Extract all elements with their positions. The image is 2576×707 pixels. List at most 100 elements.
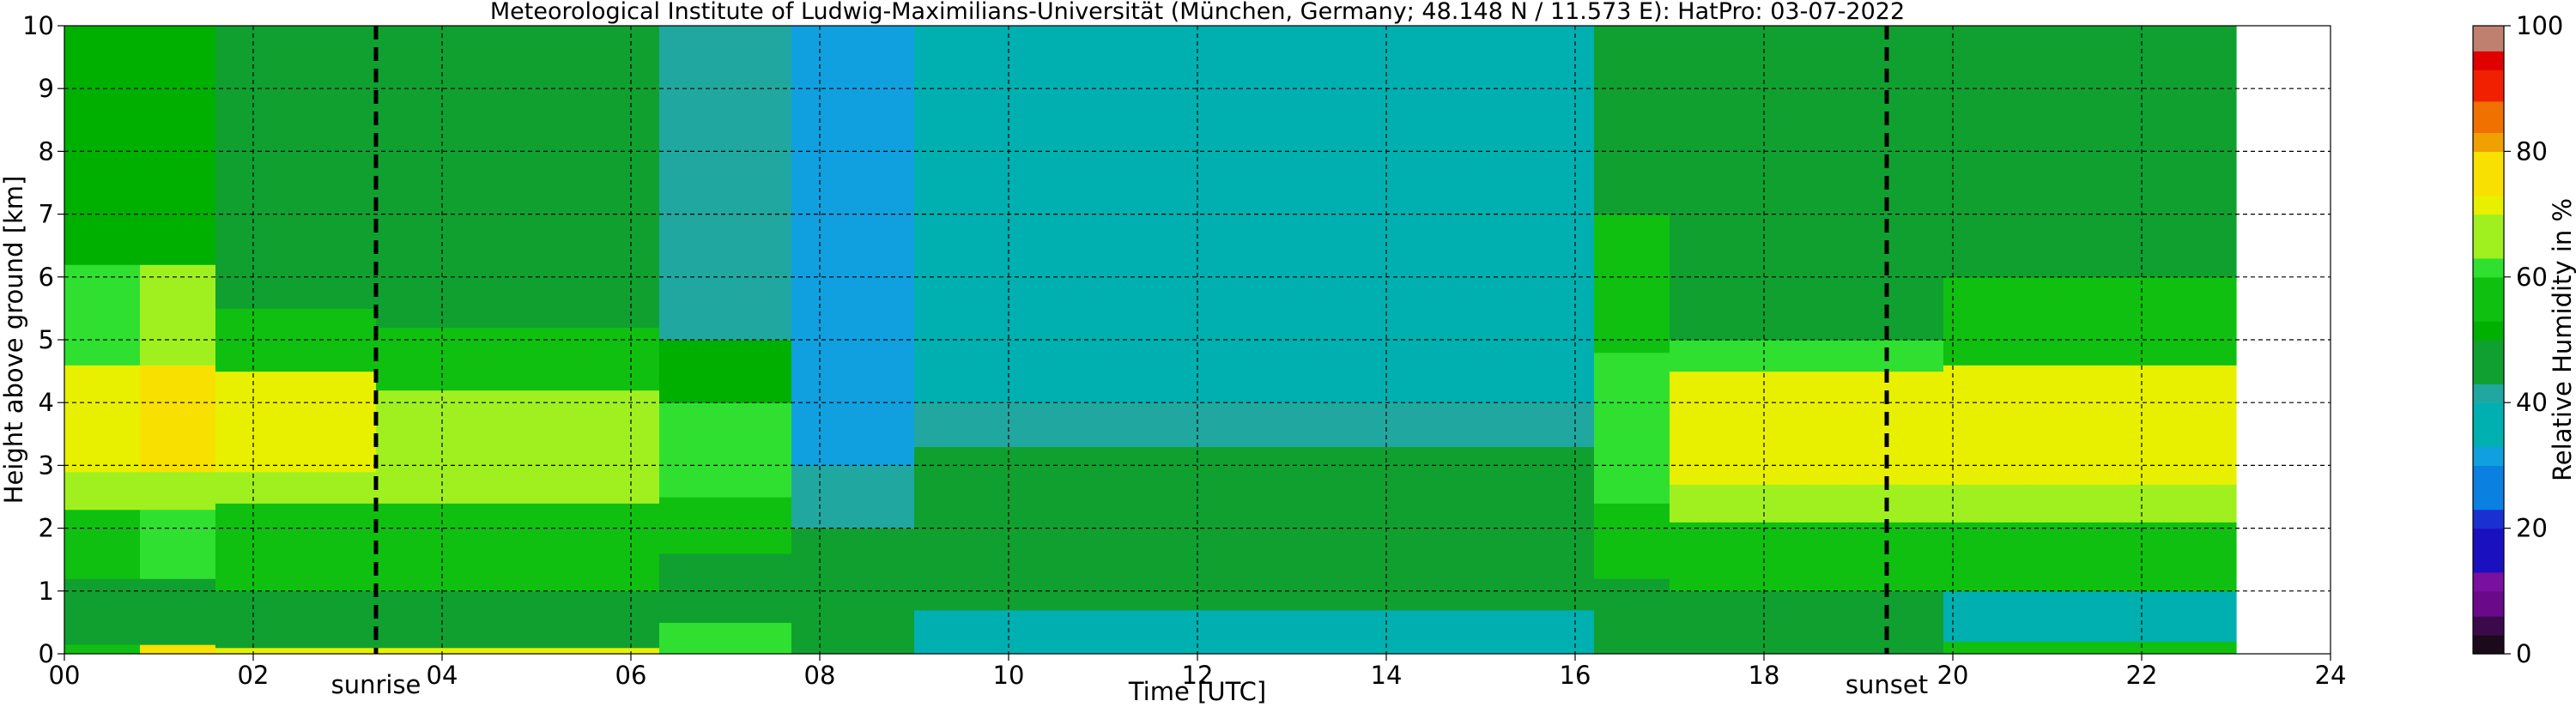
humidity-cell (64, 26, 141, 265)
humidity-cell (1943, 522, 2237, 592)
y-tick-label: 7 (39, 200, 54, 229)
humidity-cell (140, 264, 216, 366)
colorbar-frame (2472, 25, 2505, 655)
humidity-cell (914, 402, 1595, 448)
colorbar-segment (2473, 195, 2504, 215)
colorbar-segment (2473, 635, 2504, 655)
x-tick-label: 24 (2315, 661, 2347, 690)
humidity-cell (140, 509, 216, 579)
colorbar-segment (2473, 26, 2504, 51)
colorbar-segment (2473, 384, 2504, 403)
y-tick-label: 3 (39, 450, 54, 480)
colorbar-segment (2473, 214, 2504, 259)
humidity-cell (215, 647, 377, 654)
y-tick-label: 4 (39, 388, 54, 417)
humidity-cell (64, 365, 141, 473)
humidity-cell (376, 647, 660, 654)
chart-title: Meteorological Institute of Ludwig-Maxim… (490, 0, 1905, 25)
humidity-cell (659, 497, 792, 554)
y-tick-label: 9 (39, 74, 54, 103)
x-axis-label: Time [UTC] (1128, 677, 1266, 706)
humidity-cell (1670, 26, 1944, 341)
humidity-cell (140, 471, 216, 511)
humidity-cell (1670, 484, 1944, 523)
humidity-cell (791, 465, 915, 529)
humidity-cell (376, 590, 660, 649)
humidity-cell (215, 371, 377, 473)
x-tick-label: 00 (49, 661, 81, 690)
colorbar-tick-label: 100 (2516, 11, 2563, 40)
humidity-cell (140, 365, 216, 473)
humidity-cell (376, 503, 660, 592)
humidity-cell (64, 644, 141, 654)
colorbar-label: Relative Humidity in % (2548, 198, 2576, 481)
colorbar-tick-label: 0 (2516, 639, 2531, 668)
humidity-cell (215, 590, 377, 649)
colorbar-segment (2473, 276, 2504, 322)
y-axis-label: Height above ground [km] (0, 176, 28, 505)
humidity-cell (215, 471, 377, 504)
colorbar-segment (2473, 69, 2504, 102)
humidity-cell (1594, 26, 1670, 215)
humidity-cell (64, 578, 141, 645)
humidity-cell (791, 628, 915, 654)
humidity-cell (215, 26, 377, 309)
grid-lines (64, 26, 2331, 654)
humidity-cell (140, 644, 216, 654)
colorbar-segment (2473, 321, 2504, 341)
humidity-cell (1594, 352, 1670, 504)
x-tick-label: 10 (993, 661, 1025, 690)
x-tick-label: 18 (1749, 661, 1780, 690)
colorbar-tick-label: 40 (2516, 388, 2548, 417)
humidity-cell (914, 609, 1595, 654)
colorbar-segment (2473, 51, 2504, 70)
y-tick-label: 1 (39, 577, 54, 606)
y-tick-label: 8 (39, 136, 54, 166)
colorbar-segment (2473, 257, 2504, 278)
x-axis-ticks: 00 02 04 06 08 10 12 14 16 18 20 22 24 (49, 654, 2347, 690)
humidity-cell (1943, 484, 2237, 523)
colorbar-tick-label: 60 (2516, 263, 2548, 292)
humidity-cell (64, 264, 141, 366)
colorbar-segment (2473, 590, 2504, 617)
colorbar-segment (2473, 402, 2504, 448)
y-tick-label: 10 (22, 11, 54, 40)
colorbar-segment (2473, 616, 2504, 636)
colorbar-segments (2473, 26, 2504, 655)
x-tick-label: 06 (615, 661, 647, 690)
colorbar-segment (2473, 151, 2504, 196)
humidity-cell (1594, 578, 1670, 636)
humidity-cell (64, 509, 141, 579)
x-tick-label: 02 (238, 661, 270, 690)
humidity-cell (140, 26, 216, 265)
y-tick-label: 2 (39, 514, 54, 543)
x-tick-label: 22 (2126, 661, 2158, 690)
colorbar-tick-label: 80 (2516, 136, 2548, 166)
humidity-cell (791, 528, 915, 630)
humidity-cell (64, 471, 141, 511)
colorbar-segment (2473, 132, 2504, 152)
sunrise-label: sunrise (331, 670, 421, 699)
x-tick-label: 14 (1371, 661, 1403, 690)
x-tick-label: 12 (1182, 661, 1214, 690)
humidity-cell (1594, 635, 1670, 654)
humidity-cell (140, 578, 216, 645)
humidity-cell (791, 26, 915, 466)
colorbar-segment (2473, 340, 2504, 384)
humidity-cell (376, 471, 660, 504)
sun-markers: sunrise sunset (331, 26, 1928, 699)
humidity-cell (1670, 340, 1944, 372)
x-tick-label: 08 (804, 661, 836, 690)
humidity-cell (1670, 590, 1944, 639)
colorbar: 0 20 40 60 80 100 Relative Humidity in % (2472, 11, 2576, 668)
humidity-cell (659, 402, 792, 498)
humidity-cell (659, 26, 792, 341)
humidity-cell (659, 340, 792, 403)
x-tick-label: 04 (427, 661, 458, 690)
humidity-cell (1943, 590, 2237, 642)
humidity-cell (376, 26, 660, 328)
y-axis-ticks: 0 1 2 3 4 5 6 7 8 9 10 (22, 11, 64, 668)
x-tick-label: 20 (1937, 661, 1969, 690)
colorbar-segment (2473, 446, 2504, 466)
